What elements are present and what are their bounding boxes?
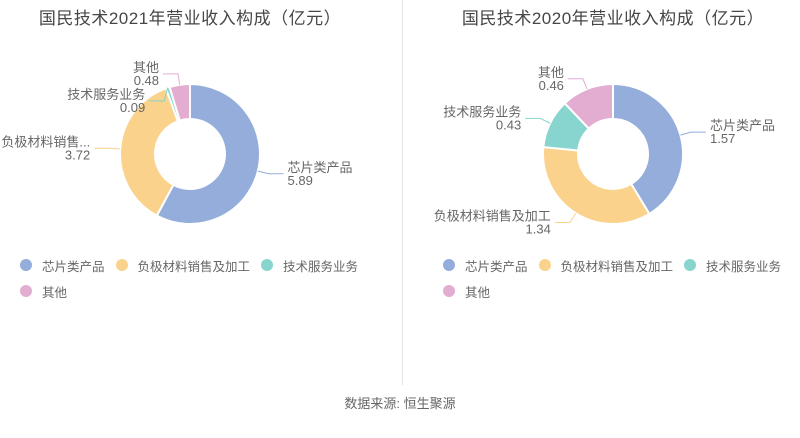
slice-leader-line xyxy=(163,73,181,85)
slice-callout-label: 技术服务业务 xyxy=(443,104,521,119)
slice-leader-line xyxy=(680,131,707,136)
slice-callout-label: 其他 xyxy=(538,65,564,80)
slice-value: 0.48 xyxy=(134,73,159,88)
legend-label: 其他 xyxy=(465,285,491,300)
legend-label: 芯片类产品 xyxy=(465,259,528,274)
legend-label: 负极材料销售及加工 xyxy=(560,259,674,274)
pie-slice[interactable] xyxy=(563,82,614,131)
legend-marker-icon xyxy=(684,259,697,271)
pie-chart-panel: 国民技术2020年营业收入构成（亿元） 芯片类产品 1.57 负极材料销售及加工 1.3… xyxy=(402,0,800,385)
slice-callout-label: 芯片类产品 xyxy=(288,160,353,175)
legend-item[interactable]: 负极材料销售及加工 xyxy=(115,256,251,275)
legend-label: 技术服务业务 xyxy=(706,259,782,274)
data-source-note: 数据来源: 恒生聚源 xyxy=(344,396,456,411)
legend-item[interactable]: 负极材料销售及加工 xyxy=(538,256,674,275)
legend-row: 芯片类产品 负极材料销售及加工 技术服务业务 xyxy=(20,252,364,278)
legend-row: 芯片类产品 负极材料销售及加工 技术服务业务 xyxy=(443,252,787,278)
legend-marker-icon xyxy=(115,259,128,271)
legend-marker-icon xyxy=(261,259,274,271)
slice-value: 0.46 xyxy=(539,78,564,93)
slice-callout-label: 负极材料销售及加工 xyxy=(434,209,551,224)
slice-value: 0.43 xyxy=(496,117,521,132)
slice-callout-label: 其他 xyxy=(133,60,159,75)
chart-title: 国民技术2020年营业收入构成（亿元） xyxy=(461,9,765,28)
pie-slice[interactable] xyxy=(168,82,191,122)
slice-callout-label: 芯片类产品 xyxy=(710,118,775,133)
legend-marker-icon xyxy=(20,285,32,297)
legend-item[interactable]: 芯片类产品 xyxy=(443,256,528,275)
chart-legend: 芯片类产品 负极材料销售及加工 技术服务业务其他 xyxy=(443,252,787,304)
chart-title: 国民技术2021年营业收入构成（亿元） xyxy=(38,9,342,28)
legend-row: 其他 xyxy=(20,278,364,304)
legend-item[interactable]: 技术服务业务 xyxy=(261,256,358,275)
legend-row: 其他 xyxy=(443,278,787,304)
pie-slice[interactable] xyxy=(542,145,651,225)
legend-item[interactable]: 其他 xyxy=(443,282,490,301)
legend-marker-icon xyxy=(20,259,32,271)
legend-marker-icon xyxy=(538,259,551,271)
slice-leader-line xyxy=(94,147,121,150)
pie-slice[interactable] xyxy=(612,82,684,216)
legend-marker-icon xyxy=(443,259,455,271)
slice-leader-line xyxy=(257,170,284,175)
legend-item[interactable]: 技术服务业务 xyxy=(684,256,781,275)
legend-marker-icon xyxy=(443,285,455,297)
pie-slice[interactable] xyxy=(119,87,180,217)
slice-value: 5.89 xyxy=(288,173,313,188)
legend-label: 技术服务业务 xyxy=(283,259,359,274)
slice-leader-line xyxy=(554,212,577,224)
slice-leader-line xyxy=(525,117,551,124)
slice-leader-line xyxy=(149,87,169,102)
slice-value: 1.57 xyxy=(710,131,735,146)
legend-label: 其他 xyxy=(42,285,68,300)
chart-legend: 芯片类产品 负极材料销售及加工 技术服务业务其他 xyxy=(20,252,364,304)
slice-callout-label: 负极材料销售... xyxy=(1,134,90,149)
slice-value: 3.72 xyxy=(65,147,90,162)
pie-slice[interactable] xyxy=(155,82,261,225)
legend-item[interactable]: 其他 xyxy=(20,282,67,301)
slice-callout-label: 技术服务业务 xyxy=(67,87,145,102)
legend-label: 负极材料销售及加工 xyxy=(137,259,251,274)
pie-chart-panel: 国民技术2021年营业收入构成（亿元） 芯片类产品 5.89 负极材料销售... 3.7… xyxy=(0,0,400,385)
slice-value: 1.34 xyxy=(526,222,551,237)
panel-divider xyxy=(402,0,403,385)
legend-item[interactable]: 芯片类产品 xyxy=(20,256,105,275)
slice-value: 0.09 xyxy=(120,100,145,115)
slice-leader-line xyxy=(567,78,588,90)
legend-label: 芯片类产品 xyxy=(42,259,105,274)
